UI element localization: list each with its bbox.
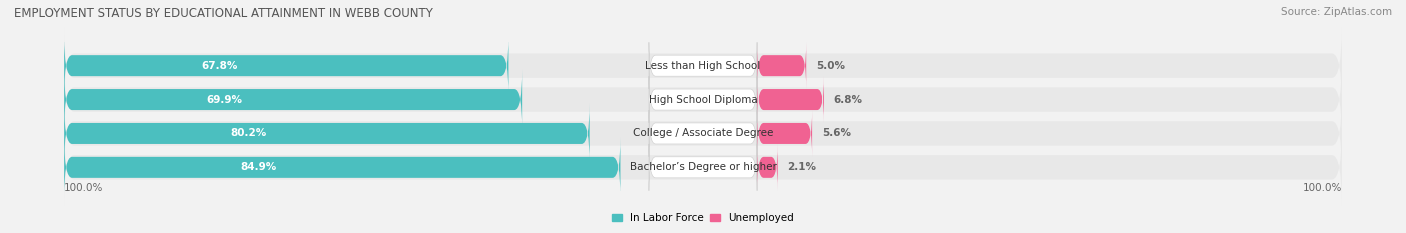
FancyBboxPatch shape: [650, 42, 756, 89]
FancyBboxPatch shape: [65, 129, 1341, 206]
FancyBboxPatch shape: [65, 27, 1341, 104]
FancyBboxPatch shape: [650, 110, 756, 157]
FancyBboxPatch shape: [65, 95, 1341, 172]
Text: High School Diploma: High School Diploma: [648, 95, 758, 105]
FancyBboxPatch shape: [65, 103, 589, 164]
FancyBboxPatch shape: [65, 137, 620, 198]
Text: 5.0%: 5.0%: [815, 61, 845, 71]
FancyBboxPatch shape: [65, 69, 522, 130]
FancyBboxPatch shape: [65, 35, 509, 96]
Text: 67.8%: 67.8%: [201, 61, 238, 71]
FancyBboxPatch shape: [756, 110, 813, 157]
FancyBboxPatch shape: [65, 61, 1341, 138]
FancyBboxPatch shape: [650, 144, 756, 191]
Text: 5.6%: 5.6%: [823, 128, 851, 138]
Text: EMPLOYMENT STATUS BY EDUCATIONAL ATTAINMENT IN WEBB COUNTY: EMPLOYMENT STATUS BY EDUCATIONAL ATTAINM…: [14, 7, 433, 20]
FancyBboxPatch shape: [756, 76, 824, 123]
Text: 80.2%: 80.2%: [231, 128, 266, 138]
Text: 69.9%: 69.9%: [207, 95, 242, 105]
Text: College / Associate Degree: College / Associate Degree: [633, 128, 773, 138]
Text: 2.1%: 2.1%: [787, 162, 817, 172]
Text: 84.9%: 84.9%: [240, 162, 277, 172]
Text: Bachelor’s Degree or higher: Bachelor’s Degree or higher: [630, 162, 776, 172]
Text: Source: ZipAtlas.com: Source: ZipAtlas.com: [1281, 7, 1392, 17]
Text: 100.0%: 100.0%: [65, 183, 104, 193]
Legend: In Labor Force, Unemployed: In Labor Force, Unemployed: [613, 213, 793, 223]
Text: 6.8%: 6.8%: [834, 95, 863, 105]
FancyBboxPatch shape: [756, 42, 806, 89]
Text: 100.0%: 100.0%: [1302, 183, 1341, 193]
FancyBboxPatch shape: [650, 76, 756, 123]
FancyBboxPatch shape: [756, 144, 778, 191]
Text: Less than High School: Less than High School: [645, 61, 761, 71]
